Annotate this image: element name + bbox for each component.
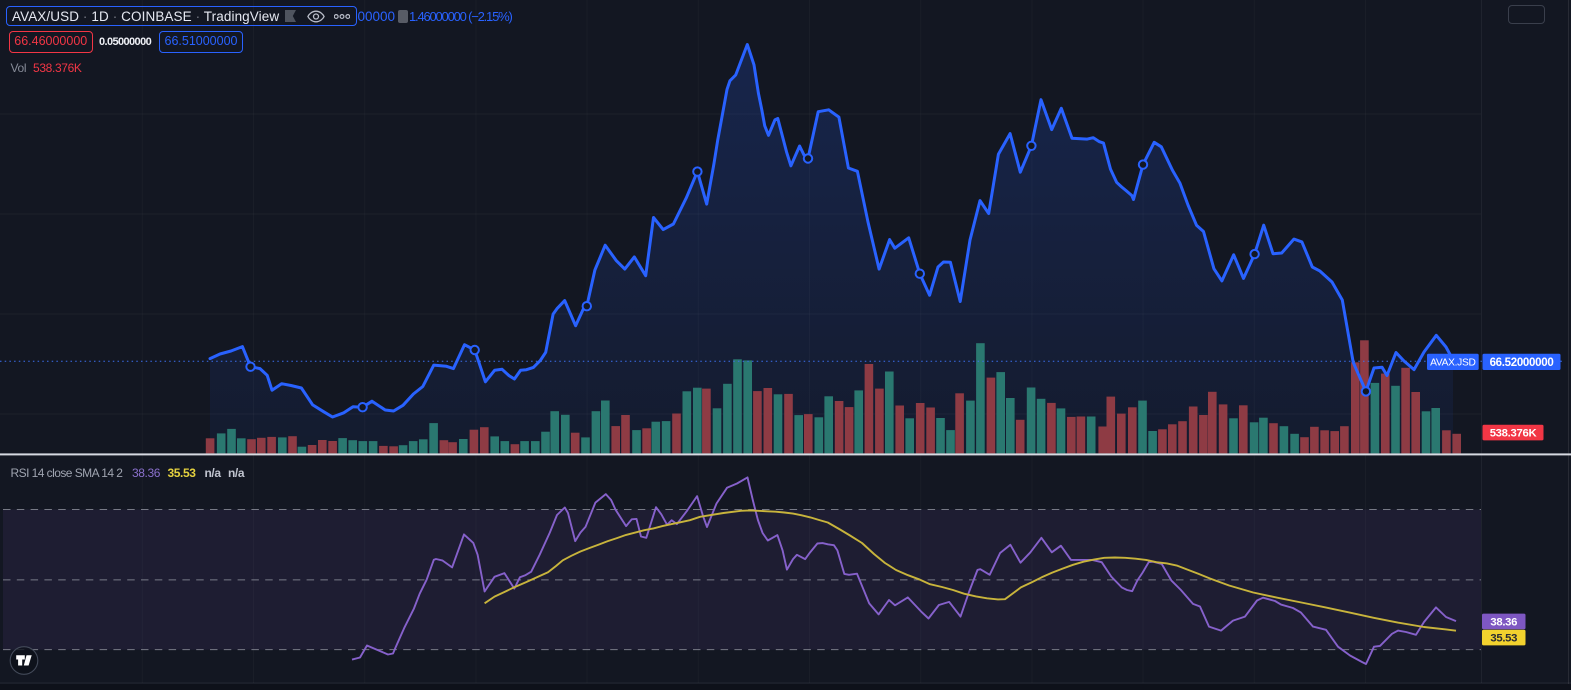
svg-text:35.53: 35.53 xyxy=(1490,633,1517,645)
svg-text:538.376K: 538.376K xyxy=(1490,428,1538,440)
svg-text:AVAX.JSD: AVAX.JSD xyxy=(1430,358,1475,369)
svg-text:66.52000000: 66.52000000 xyxy=(1490,357,1554,369)
svg-text:38.36: 38.36 xyxy=(1490,616,1517,628)
